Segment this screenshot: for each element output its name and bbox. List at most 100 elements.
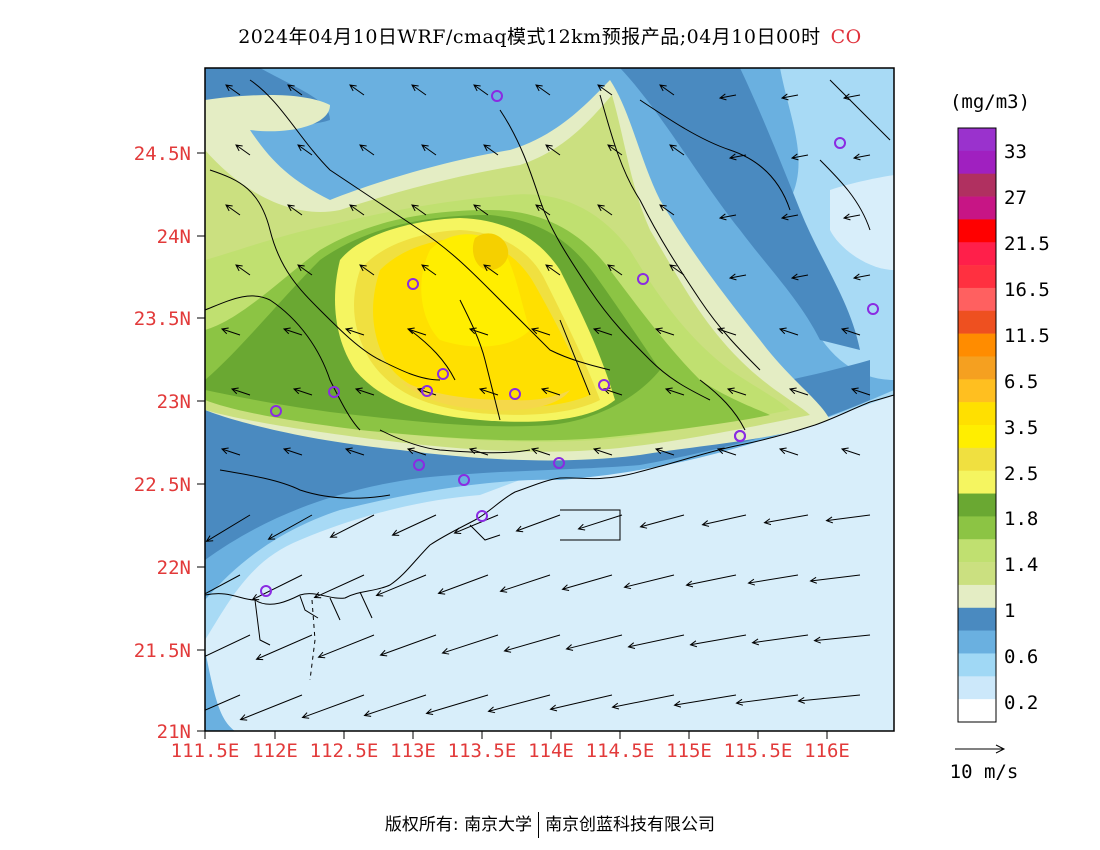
lat-label: 21N: [157, 721, 191, 743]
wind-arrow: [359, 144, 375, 156]
colorbar-swatch: [958, 607, 996, 631]
lat-label: 22.5N: [134, 474, 191, 496]
map-frame: [204, 67, 895, 732]
colorbar-swatch: [958, 150, 996, 174]
wind-arrow: [809, 574, 861, 584]
colorbar-label: 21.5: [1004, 233, 1050, 255]
wind-arrow: [701, 514, 747, 527]
station-marker: [509, 388, 521, 400]
wind-scale-label: 10 m/s: [950, 761, 1019, 783]
wind-arrow: [287, 204, 303, 216]
colorbar-label: 0.6: [1004, 646, 1038, 668]
wind-arrow: [592, 447, 613, 456]
station-marker: [553, 457, 565, 469]
lon-label: 115E: [666, 740, 712, 762]
wind-arrow: [363, 694, 427, 717]
wind-arrow: [406, 327, 427, 336]
wind-arrow: [235, 144, 251, 156]
colorbar-swatch: [958, 219, 996, 243]
colorbar-swatch: [958, 242, 996, 266]
wind-arrow: [561, 574, 613, 591]
colorbar-swatch: [958, 425, 996, 449]
wind-arrow: [549, 694, 613, 712]
wind-arrow: [852, 273, 871, 281]
wind-arrow: [778, 447, 799, 456]
wind-arrow: [313, 574, 365, 599]
wind-arrow: [267, 514, 313, 540]
wind-arrow: [220, 327, 241, 336]
station-marker: [734, 430, 746, 442]
wind-arrow: [535, 84, 551, 96]
wind-arrow: [627, 634, 685, 650]
wind-arrow: [545, 264, 561, 276]
station-marker: [598, 379, 610, 391]
wind-arrow: [825, 514, 871, 524]
colorbar-label: 3.5: [1004, 417, 1038, 439]
wind-arrow: [780, 213, 799, 221]
wind-arrow: [425, 694, 489, 716]
wind-arrow: [726, 387, 747, 396]
wind-arrow: [515, 514, 561, 533]
footer-divider: [538, 812, 540, 838]
concentration-field: [205, 68, 894, 731]
colorbar-swatch: [958, 562, 996, 586]
wind-arrow: [530, 447, 551, 456]
wind-arrow: [545, 144, 561, 156]
colorbar-label: 6.5: [1004, 371, 1038, 393]
wind-arrow: [577, 514, 623, 531]
wind-arrow: [790, 153, 809, 161]
colorbar-label: 1.8: [1004, 508, 1038, 530]
wind-arrow: [659, 84, 675, 96]
wind-arrow: [301, 694, 365, 719]
wind-arrow: [239, 694, 303, 721]
lat-label: 23N: [157, 391, 191, 413]
colorbar-swatch: [958, 447, 996, 471]
wind-arrow: [639, 514, 685, 529]
lon-label: 113E: [390, 740, 436, 762]
wind-arrow: [205, 634, 251, 657]
lon-label: 112E: [252, 740, 298, 762]
colorbar-swatch: [958, 310, 996, 334]
pollutant-label: CO: [830, 26, 862, 48]
station-marker: [328, 386, 340, 398]
lat-label: 24.5N: [134, 143, 191, 165]
wind-arrow: [205, 574, 241, 595]
map-title: 2024年04月10日WRF/cmaq模式12km预报产品;04月10日00时 C…: [0, 22, 1100, 49]
colorbar-labels: 33 27 21.5 16.5 11.5 6.5 3.5 2.5 1.8 1.4…: [1004, 141, 1050, 714]
wind-arrow: [840, 447, 861, 456]
colorbar-swatch: [958, 379, 996, 403]
wind-arrow: [437, 574, 489, 595]
wind-arrow: [441, 634, 499, 655]
colorbar: [957, 127, 997, 723]
wind-arrow: [669, 144, 685, 156]
colorbar-label: 1: [1004, 600, 1015, 622]
wind-arrow: [468, 447, 489, 456]
wind-arrow: [716, 447, 737, 456]
wind-arrow: [716, 327, 737, 336]
wind-arrow: [728, 273, 747, 281]
colorbar-label: 11.5: [1004, 325, 1050, 347]
wind-arrow: [503, 634, 561, 653]
colorbar-label: 0.2: [1004, 692, 1038, 714]
wind-arrow: [292, 387, 313, 396]
wind-vectors: [205, 84, 871, 721]
lon-label: 115.5E: [724, 740, 793, 762]
org-chuanglan: 南京创蓝科技有限公司: [545, 815, 716, 835]
wind-arrow: [421, 264, 437, 276]
wind-arrow: [483, 264, 499, 276]
colorbar-label: 33: [1004, 141, 1027, 163]
wind-arrow: [478, 387, 499, 396]
wind-arrow: [349, 204, 365, 216]
colorbar-swatch: [958, 653, 996, 677]
wind-arrow: [411, 204, 427, 216]
wind-arrow: [607, 144, 623, 156]
wind-arrow: [535, 204, 551, 216]
lat-label: 21.5N: [134, 640, 191, 662]
colorbar-swatch: [958, 699, 996, 723]
colorbar-swatch: [958, 584, 996, 609]
station-marker: [867, 303, 879, 315]
colorbar-label: 1.4: [1004, 554, 1038, 576]
wind-arrow: [664, 387, 685, 396]
wind-arrow: [329, 514, 375, 538]
station-marker: [260, 585, 272, 597]
